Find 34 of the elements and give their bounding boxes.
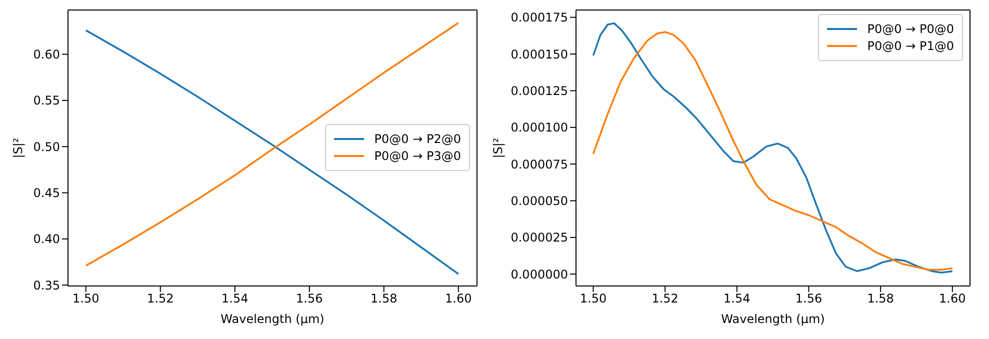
x-tick-label: 1.60	[445, 292, 472, 306]
y-tick-label: 0.000100	[510, 120, 568, 135]
x-axis-title: Wavelength (μm)	[220, 312, 324, 326]
legend-label: P0@0 → P1@0	[867, 39, 954, 53]
y-tick-label: 0.000050	[510, 194, 568, 208]
x-axis-title: Wavelength (μm)	[721, 312, 825, 326]
legend-label: P0@0 → P0@0	[867, 22, 954, 36]
legend-label: P0@0 → P2@0	[374, 132, 461, 146]
x-tick-label: 1.50	[580, 292, 607, 306]
x-tick-label: 1.58	[370, 292, 398, 306]
y-tick-label: 0.000150	[510, 47, 568, 62]
y-tick-label: 0.40	[33, 232, 60, 246]
y-tick-label: 0.000125	[510, 84, 568, 98]
y-tick-label: 0.60	[33, 48, 60, 62]
y-tick-label: 0.50	[33, 140, 60, 154]
y-tick-label: 0.000075	[510, 157, 568, 172]
y-tick-label: 0.55	[33, 94, 60, 108]
x-tick-label: 1.50	[72, 292, 100, 306]
legend-label: P0@0 → P3@0	[374, 149, 461, 164]
x-tick-label: 1.54	[724, 292, 750, 306]
y-tick-label: 0.000175	[510, 10, 568, 25]
x-tick-label: 1.58	[867, 292, 894, 306]
x-tick-label: 1.52	[147, 292, 174, 306]
y-axis-title: |S|²	[491, 138, 505, 158]
x-tick-label: 1.60	[939, 292, 966, 306]
y-tick-label: 0.000025	[510, 230, 568, 245]
x-tick-label: 1.56	[795, 292, 822, 306]
x-tick-label: 1.56	[296, 292, 323, 306]
x-tick-label: 1.52	[652, 292, 678, 306]
y-axis-title: |S|²	[11, 138, 25, 158]
y-tick-label: 0.45	[33, 186, 60, 200]
y-tick-label: 0.000000	[510, 267, 568, 282]
y-tick-label: 0.35	[33, 278, 60, 292]
x-tick-label: 1.54	[222, 292, 248, 306]
